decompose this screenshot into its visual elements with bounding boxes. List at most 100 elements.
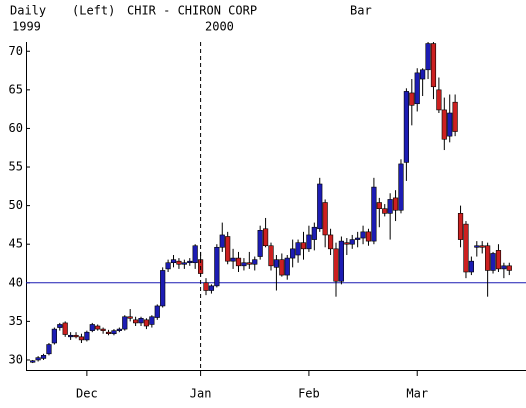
candle-body: [51, 328, 57, 344]
candle-body: [273, 259, 280, 268]
candle-body: [35, 357, 41, 361]
candle-body: [349, 239, 355, 245]
candle-body: [68, 334, 74, 338]
y-tick-label: 30: [9, 352, 23, 366]
candle-body: [84, 331, 90, 341]
candle-body: [452, 101, 458, 132]
candle-body: [403, 91, 409, 163]
candle-body: [392, 197, 399, 211]
candle-body: [365, 231, 372, 242]
candle-body: [208, 285, 215, 291]
y-tick-label: 65: [9, 82, 23, 96]
header-period: Daily: [10, 4, 46, 18]
candle-body: [235, 257, 242, 267]
candle-body: [387, 199, 393, 214]
candle-body: [214, 246, 220, 287]
candle-body: [398, 163, 404, 211]
candle-body: [485, 245, 491, 271]
candle-body: [219, 234, 225, 248]
candle-body: [306, 234, 312, 250]
chart-title: CHIR - CHIRON CORP: [127, 4, 257, 18]
candle-body: [116, 328, 122, 331]
candle-body: [246, 262, 252, 265]
y-tick-label: 70: [9, 44, 23, 58]
header-style: Bar: [350, 4, 372, 18]
candle-body: [143, 319, 150, 327]
candle-body: [295, 242, 301, 256]
y-tick-label: 60: [9, 121, 23, 135]
candle-body: [355, 237, 361, 240]
candle-body: [95, 325, 101, 330]
candle-body: [181, 262, 187, 265]
candle-body: [290, 248, 296, 259]
candle-body: [420, 69, 426, 80]
candle-body: [468, 260, 474, 273]
y-tick-label: 45: [9, 237, 23, 251]
candle-body: [327, 234, 334, 250]
candle-body: [300, 242, 307, 250]
candle-body: [463, 223, 469, 273]
candle-body: [30, 360, 36, 363]
candle-body: [495, 250, 502, 270]
candle-body: [105, 331, 112, 334]
candle-body: [138, 317, 144, 324]
candle-body: [409, 92, 415, 106]
candle-body: [268, 245, 274, 267]
y-tick-label: 50: [9, 198, 23, 212]
candle-body: [425, 43, 431, 71]
candle-body: [111, 330, 117, 335]
candle-body: [122, 316, 128, 330]
candle-body: [62, 322, 68, 335]
candle-body: [252, 259, 258, 265]
candle-body: [57, 324, 63, 328]
candle-body: [441, 109, 447, 140]
candle-body: [127, 316, 133, 319]
candle-body: [338, 240, 345, 282]
candle-body: [154, 305, 160, 318]
candle-body: [257, 230, 263, 257]
year-label: 2000: [205, 20, 234, 34]
y-tick-label: 55: [9, 160, 23, 174]
candle-body: [149, 316, 155, 325]
candle-body: [382, 208, 388, 214]
candle-body: [501, 265, 507, 270]
candle-body: [490, 253, 496, 271]
candle-body: [100, 328, 106, 331]
candle-body: [279, 259, 285, 276]
candle-body: [133, 319, 139, 324]
candle-body: [344, 242, 350, 245]
y-tick-label: 40: [9, 275, 23, 289]
candle-body: [187, 260, 193, 264]
candle-body: [225, 236, 231, 262]
candle-body: [203, 282, 209, 291]
x-tick-label: Dec: [76, 387, 98, 401]
candle-body: [322, 202, 328, 236]
candle-body: [160, 270, 166, 307]
candle-body: [176, 260, 182, 265]
candle-body: [457, 213, 464, 240]
candle-body: [40, 355, 47, 359]
candle-body: [73, 334, 79, 338]
header-axis: (Left): [72, 4, 115, 18]
candle-body: [89, 324, 95, 331]
candle-body: [360, 231, 366, 239]
candle-body: [192, 245, 198, 264]
candle-body: [479, 245, 485, 248]
candle-body: [317, 183, 323, 230]
candle-body: [170, 259, 177, 264]
candle-body: [311, 226, 317, 240]
candle-body: [241, 262, 247, 267]
x-tick-label: Jan: [190, 387, 212, 401]
candle-body: [506, 265, 512, 271]
candle-body: [284, 257, 290, 276]
year-label: 1999: [12, 20, 41, 34]
candle-body: [333, 248, 339, 282]
candle-body: [78, 336, 85, 341]
x-tick-label: Feb: [298, 387, 320, 401]
candle-body: [447, 112, 453, 137]
candle-body: [436, 89, 442, 111]
candle-body: [262, 228, 269, 247]
candle-body: [46, 344, 52, 355]
candle-body: [430, 43, 437, 88]
